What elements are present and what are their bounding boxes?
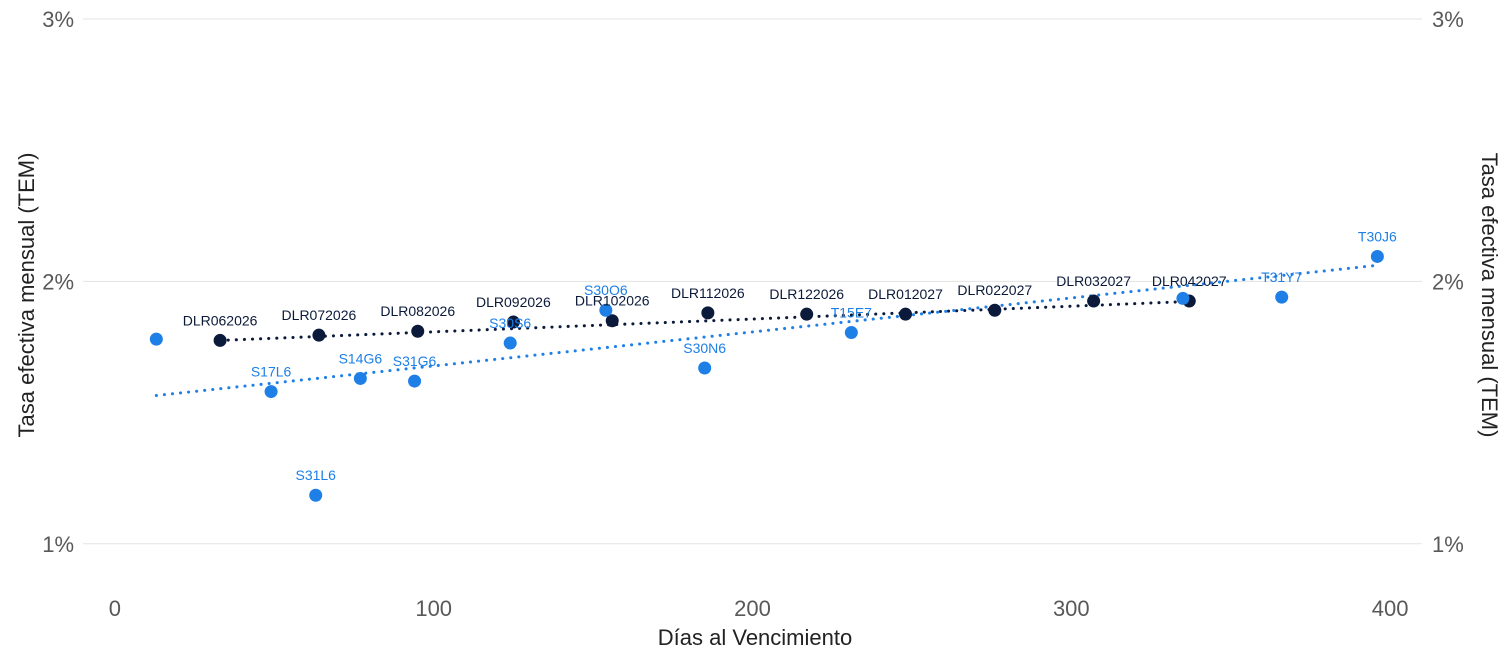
data-point [988, 303, 1002, 317]
data-points [149, 249, 1384, 502]
y-axis-title-right: Tasa efectiva mensual (TEM) [1477, 153, 1502, 438]
data-point [605, 314, 619, 328]
point-labels: DLR062026 DLR072026 DLR082026 DLR092026 DLR1… [183, 228, 1397, 483]
point-label: DLR092026 [476, 294, 551, 310]
trend-lines [154, 264, 1376, 398]
data-point [1176, 291, 1190, 305]
point-label: DLR062026 [183, 312, 258, 328]
x-tick-label: 300 [1053, 596, 1090, 621]
point-label: S30S6 [489, 315, 531, 331]
point-label: DLR082026 [380, 303, 455, 319]
point-label: DLR102026 [575, 293, 650, 309]
data-point [698, 361, 712, 375]
data-point [1275, 290, 1289, 304]
trend-line-1 [218, 300, 1188, 342]
point-label: S31G6 [393, 353, 437, 369]
x-tick-label: 0 [109, 596, 121, 621]
point-label: S30O6 [584, 282, 628, 298]
y-tick-label-left: 3% [42, 7, 74, 32]
data-point [312, 328, 326, 342]
point-label: T30J6 [1358, 228, 1397, 244]
point-label: DLR022027 [957, 282, 1032, 298]
data-point [213, 333, 227, 347]
point-label: S14G6 [339, 350, 383, 366]
data-point [411, 324, 425, 338]
y-tick-label-right: 1% [1432, 532, 1464, 557]
point-label: S31L6 [295, 467, 336, 483]
data-point [701, 306, 715, 320]
data-point [264, 385, 278, 399]
data-point [800, 307, 814, 321]
point-label: DLR072026 [282, 307, 357, 323]
point-label: DLR032027 [1056, 273, 1131, 289]
point-label: DLR042027 [1152, 273, 1227, 289]
x-axis-title: Días al Vencimiento [658, 625, 852, 648]
x-tick-label: 200 [734, 596, 771, 621]
data-point [1370, 249, 1384, 263]
data-point [353, 371, 367, 385]
point-label: T31Y7 [1261, 269, 1302, 285]
point-label: DLR122026 [769, 286, 844, 302]
data-point [844, 326, 858, 340]
y-tick-label-left: 2% [42, 269, 74, 294]
data-point [506, 315, 520, 329]
point-label: S17L6 [251, 364, 292, 380]
data-point [309, 488, 323, 502]
data-point [599, 303, 613, 317]
data-point [503, 336, 517, 350]
axis-ticks: 1% 1% 2% 2% 3% 3% 0 100 200 300 400 [42, 7, 1464, 621]
point-label: DLR012027 [868, 286, 943, 302]
grid-lines [83, 18, 1422, 545]
y-tick-label-left: 1% [42, 532, 74, 557]
data-point [1087, 294, 1101, 308]
point-label: S30N6 [683, 340, 726, 356]
data-point [408, 374, 422, 388]
y-axis-title-left: Tasa efectiva mensual (TEM) [14, 153, 39, 438]
point-label: DLR112026 [671, 285, 745, 301]
x-tick-label: 400 [1372, 596, 1409, 621]
trend-line-2 [154, 264, 1376, 398]
data-point [149, 332, 163, 346]
y-tick-label-right: 2% [1432, 269, 1464, 294]
x-tick-label: 100 [415, 596, 452, 621]
point-label: T15E7 [831, 305, 872, 321]
y-tick-label-right: 3% [1432, 7, 1464, 32]
data-point [899, 307, 913, 321]
